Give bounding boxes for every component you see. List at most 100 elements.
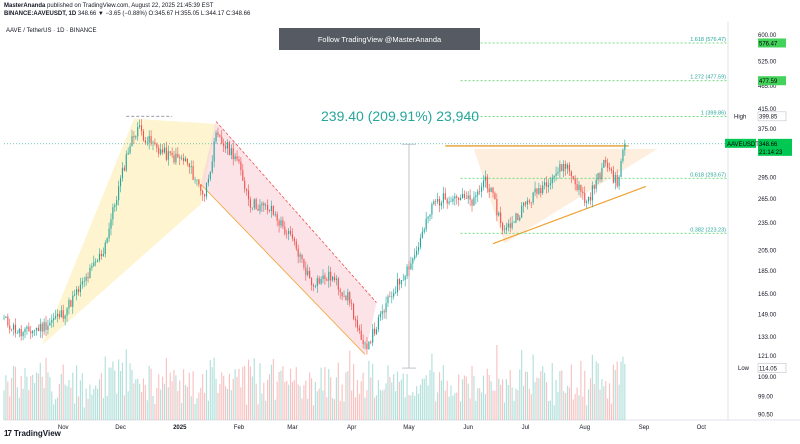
- candle: [517, 213, 519, 221]
- candle: [41, 323, 43, 332]
- candle: [477, 191, 479, 196]
- volume-bar: [198, 392, 200, 420]
- candle: [62, 310, 64, 319]
- volume-bar: [599, 389, 601, 420]
- candle: [22, 332, 24, 337]
- volume-bar: [610, 403, 613, 420]
- volume-bar: [502, 379, 504, 420]
- candle: [502, 223, 504, 231]
- volume-bar: [496, 345, 498, 420]
- volume-bar: [375, 395, 378, 420]
- candle: [398, 279, 401, 285]
- candle: [622, 150, 624, 161]
- candle: [267, 204, 269, 211]
- volume-bar: [356, 380, 358, 420]
- volume-bar: [95, 385, 97, 420]
- volume-bar: [515, 388, 517, 420]
- volume-bar: [192, 371, 194, 420]
- candle: [565, 163, 567, 169]
- symbol-line-prefix: BINANCE:AAVEUSDT, 1D: [4, 11, 77, 17]
- candle: [486, 176, 488, 189]
- volume-bar: [318, 388, 320, 420]
- candle: [328, 271, 330, 281]
- volume-bar: [454, 393, 456, 420]
- volume-bar: [179, 380, 181, 420]
- volume-bar: [461, 379, 464, 420]
- last-price: 348.66: [759, 142, 778, 148]
- candle: [194, 179, 196, 181]
- candle: [240, 161, 242, 171]
- volume-bar: [223, 375, 225, 420]
- candle: [55, 316, 57, 319]
- volume-bar: [249, 366, 252, 420]
- volume-bar: [202, 374, 204, 420]
- candle: [605, 160, 607, 163]
- candle: [612, 170, 614, 183]
- volume-bar: [148, 365, 150, 420]
- volume-bar: [335, 377, 337, 420]
- volume-bar: [589, 378, 592, 420]
- volume-bar: [209, 360, 211, 420]
- candle: [102, 253, 104, 257]
- volume-bar: [528, 388, 530, 420]
- candle: [498, 212, 500, 216]
- volume-bar: [547, 401, 550, 420]
- candle: [14, 324, 17, 334]
- candle: [396, 279, 399, 293]
- volume-bar: [532, 354, 534, 420]
- candle: [232, 148, 234, 160]
- bar-countdown: 21:14:23: [759, 150, 783, 156]
- candle: [217, 132, 219, 136]
- candle: [324, 275, 326, 280]
- last-price-bg: [758, 138, 792, 156]
- y-tick-label: 465.00: [758, 84, 777, 90]
- candle: [123, 167, 125, 171]
- volume-bar: [389, 376, 391, 420]
- candle: [450, 201, 452, 203]
- volume-bar: [366, 390, 368, 420]
- candle: [297, 248, 299, 257]
- fib-level-label: 1 (399.86): [701, 110, 726, 116]
- volume-bar: [339, 401, 341, 420]
- candle: [154, 142, 156, 144]
- x-tick-label: Nov: [58, 425, 69, 431]
- follow-banner[interactable]: Follow TradingView @MasterAnanda: [279, 28, 480, 50]
- candle: [190, 166, 192, 168]
- candle: [33, 330, 36, 331]
- volume-bar: [431, 353, 433, 420]
- volume-bar: [215, 378, 217, 420]
- candle: [192, 166, 194, 180]
- candle: [459, 198, 462, 201]
- volume-bar: [301, 398, 303, 420]
- volume-bar: [137, 378, 139, 420]
- candle: [60, 310, 62, 318]
- candle: [112, 207, 114, 220]
- candle: [32, 330, 34, 334]
- candle: [364, 343, 366, 345]
- volume-bar: [276, 381, 278, 420]
- volume-bar: [565, 393, 567, 420]
- candle: [335, 278, 337, 281]
- volume-bar: [557, 391, 559, 420]
- volume-bar: [118, 359, 120, 420]
- candle: [213, 141, 215, 162]
- volume-bar: [39, 362, 41, 420]
- volume-bar: [70, 387, 72, 420]
- volume-bar: [49, 377, 51, 420]
- candle: [475, 195, 477, 198]
- volume-bar: [542, 366, 544, 420]
- fib-level-label: 0.382 (223.23): [690, 227, 726, 233]
- candle: [400, 280, 402, 285]
- candle: [169, 151, 171, 153]
- volume-bar: [345, 372, 347, 420]
- volume-bar: [291, 381, 294, 420]
- candle: [121, 167, 124, 179]
- volume-bar: [553, 405, 555, 420]
- volume-bar: [32, 374, 34, 420]
- candle: [444, 193, 446, 200]
- volume-bar: [605, 381, 607, 420]
- volume-bar: [22, 388, 24, 420]
- candle: [284, 226, 286, 234]
- volume-bar: [297, 384, 299, 420]
